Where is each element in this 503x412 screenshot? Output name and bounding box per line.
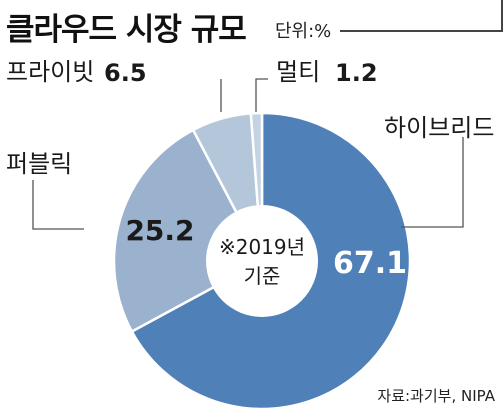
corner-rule [501, 0, 503, 30]
label-private: 프라이빗 [6, 58, 94, 86]
leader-line-multi [255, 78, 268, 112]
label-hybrid: 하이브리드 [384, 114, 494, 142]
value-public: 25.2 [125, 214, 194, 247]
slice-public [112, 128, 264, 334]
value-multi: 1.2 [335, 59, 378, 87]
value-hybrid: 67.1 [333, 246, 407, 281]
center-note-line2: 기준 [244, 264, 281, 288]
donut-hole [206, 205, 318, 317]
value-private: 6.5 [104, 59, 147, 87]
center-note-line1: ※2019년 [219, 235, 305, 259]
label-multi: 멀티 [276, 58, 320, 86]
chart-title: 클라우드 시장 규모 [6, 12, 247, 48]
source-note: 자료:과기부, NIPA [377, 387, 495, 405]
label-public: 퍼블릭 [6, 150, 72, 178]
header-rule [340, 30, 503, 32]
leader-line-hybrid [401, 137, 464, 228]
unit-label: 단위:% [275, 21, 332, 42]
leader-line-public [32, 180, 84, 230]
